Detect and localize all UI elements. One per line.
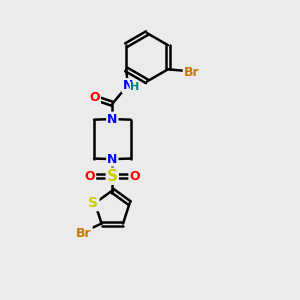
Text: O: O [89,91,100,104]
Text: N: N [122,79,133,92]
Text: N: N [107,153,118,166]
Text: Br: Br [76,227,92,240]
Text: O: O [85,170,95,183]
Text: O: O [129,170,140,183]
Text: S: S [88,196,98,210]
Text: S: S [107,169,118,184]
Text: Br: Br [184,66,199,79]
Text: N: N [107,112,118,126]
Text: H: H [130,82,140,92]
